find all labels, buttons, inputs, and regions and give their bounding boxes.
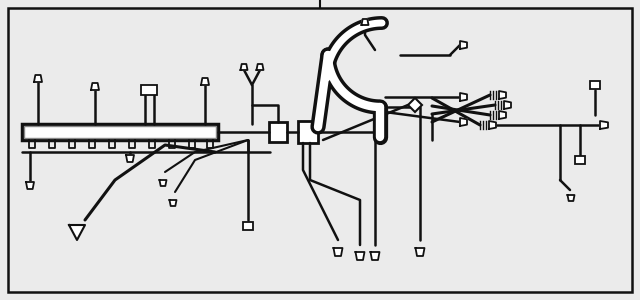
Polygon shape [489, 121, 496, 129]
Polygon shape [201, 78, 209, 85]
Polygon shape [34, 75, 42, 82]
Polygon shape [170, 200, 177, 206]
Bar [243, 222, 253, 230]
Polygon shape [257, 64, 264, 70]
Bar [575, 156, 585, 164]
Polygon shape [408, 98, 422, 112]
Polygon shape [460, 118, 467, 126]
Polygon shape [460, 41, 467, 49]
Polygon shape [362, 19, 369, 25]
Polygon shape [600, 121, 608, 129]
Polygon shape [91, 83, 99, 90]
Polygon shape [126, 155, 134, 162]
Polygon shape [371, 252, 380, 260]
Polygon shape [504, 101, 511, 109]
Polygon shape [333, 248, 342, 256]
Bar [590, 81, 600, 89]
Bar [22, 124, 218, 140]
Bar [298, 121, 318, 143]
Polygon shape [499, 91, 506, 99]
Polygon shape [26, 182, 34, 189]
Polygon shape [69, 225, 85, 240]
Polygon shape [241, 64, 248, 70]
Polygon shape [415, 248, 424, 256]
Polygon shape [460, 93, 467, 101]
Bar [24, 126, 216, 138]
Polygon shape [499, 111, 506, 119]
Bar [141, 85, 157, 95]
Polygon shape [159, 180, 166, 186]
Bar [269, 122, 287, 142]
Polygon shape [355, 252, 365, 260]
Polygon shape [568, 195, 575, 201]
